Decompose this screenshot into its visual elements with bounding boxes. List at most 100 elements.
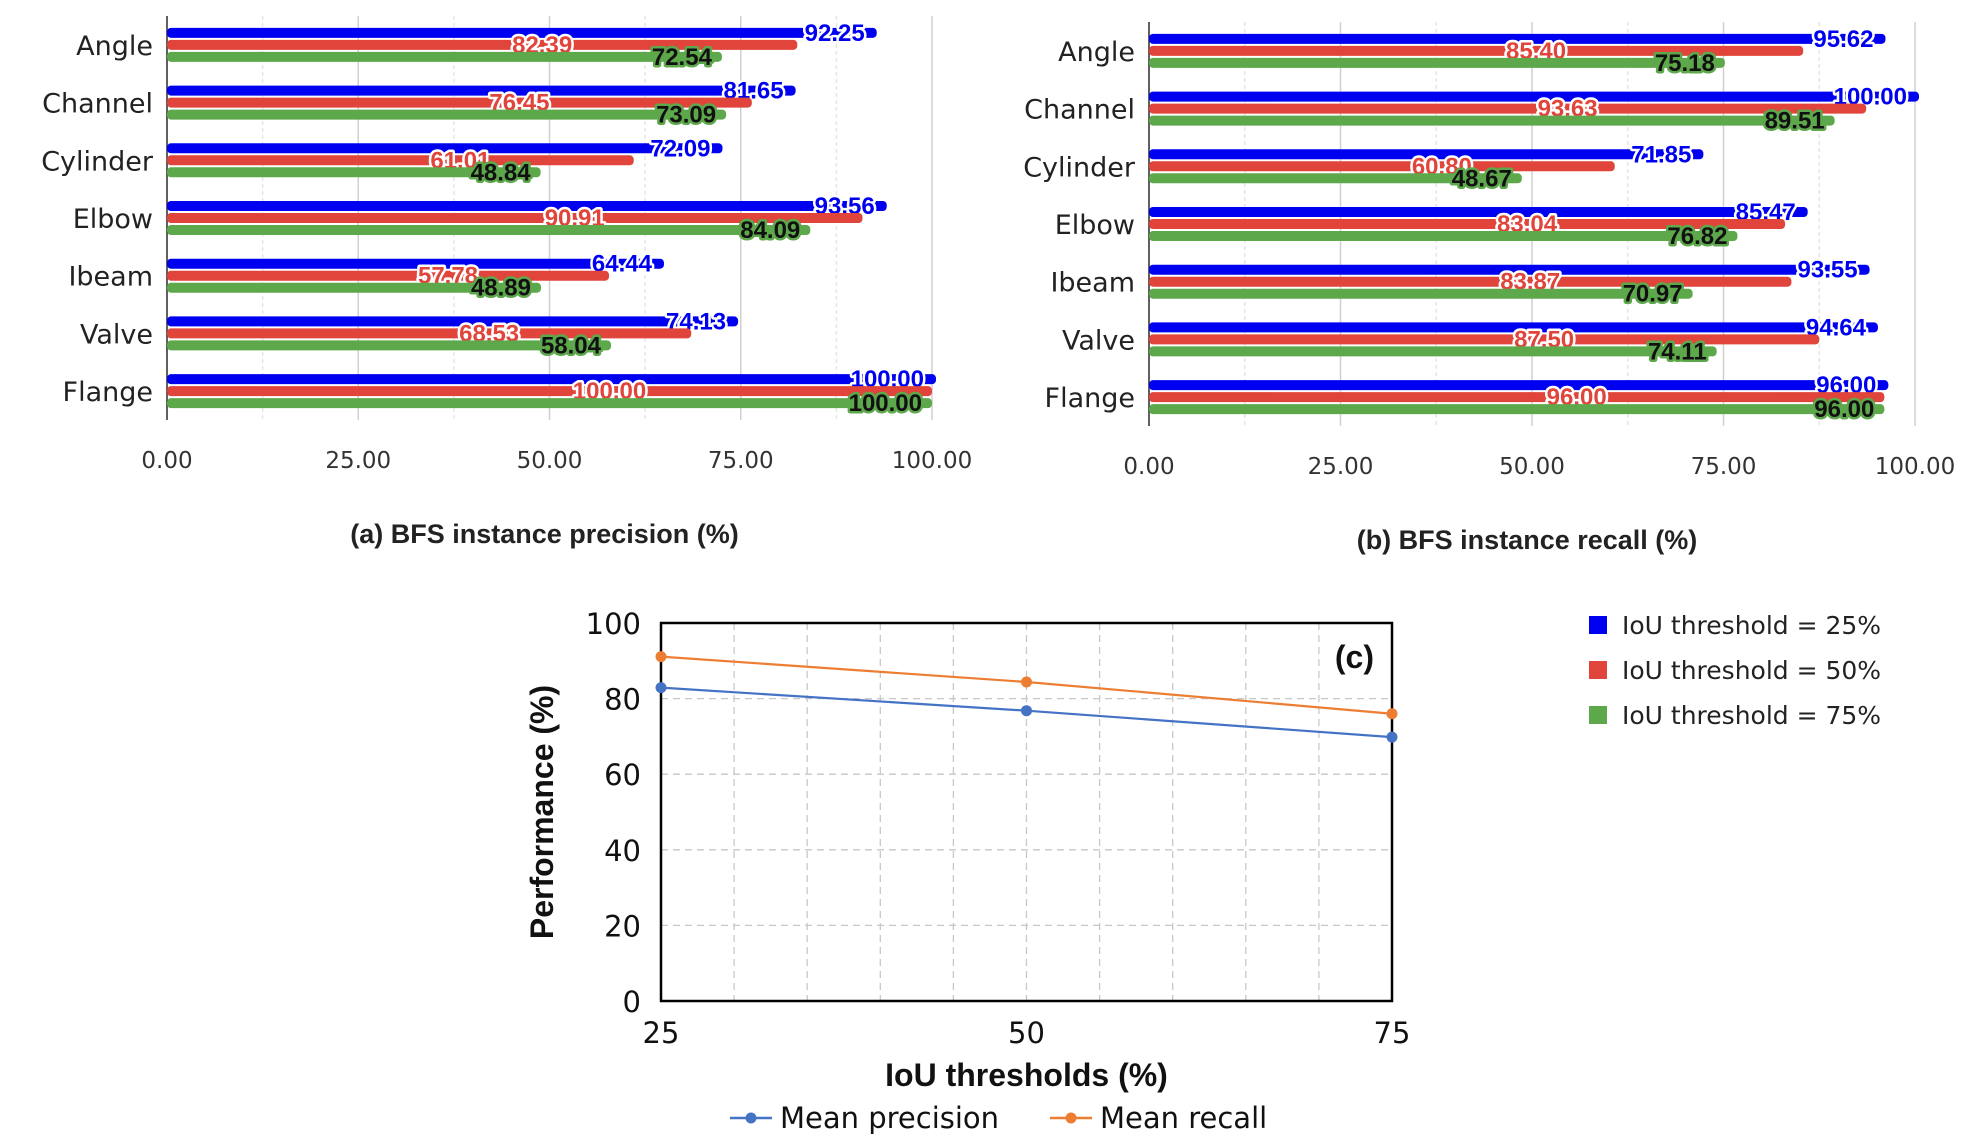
- x-tick-label: 100.00: [892, 448, 972, 474]
- data-point: [655, 682, 667, 694]
- x-tick-label: 75.00: [1691, 454, 1757, 480]
- x-tick-label: 25.00: [325, 448, 391, 474]
- category-label: Cylinder: [41, 146, 154, 177]
- data-label: 48.84: [471, 159, 532, 186]
- x-tick-label: 75.00: [708, 448, 774, 474]
- x-tick-label: 25: [643, 1016, 680, 1050]
- bar: [167, 386, 932, 397]
- data-point: [1021, 676, 1032, 688]
- bar: [167, 39, 798, 50]
- category-label: Angle: [1058, 37, 1135, 68]
- data-label: 75.18: [1655, 50, 1715, 77]
- bar: [1149, 149, 1704, 160]
- category-label: Elbow: [73, 204, 153, 235]
- bar: [167, 97, 752, 108]
- data-label: 96.00: [1814, 396, 1874, 423]
- bar: [1149, 161, 1615, 172]
- bar: [1149, 404, 1885, 415]
- bar: [1149, 334, 1820, 345]
- data-label: 95.62: [1813, 26, 1873, 53]
- category-label: Channel: [1024, 95, 1135, 126]
- data-label: 64.44: [592, 251, 653, 278]
- data-point: [655, 651, 667, 663]
- data-label: 92.25: [805, 20, 865, 47]
- category-label: Ibeam: [68, 262, 153, 293]
- legend-label: IoU threshold = 50%: [1622, 656, 1881, 685]
- legend-swatch: [1589, 706, 1607, 724]
- category-label: Valve: [80, 319, 153, 350]
- data-point: [1386, 731, 1398, 743]
- data-label: 84.09: [740, 217, 800, 244]
- x-tick-label: 50: [1008, 1016, 1045, 1050]
- x-tick-label: 50.00: [517, 448, 583, 474]
- y-tick-label: 40: [604, 834, 641, 868]
- data-label: 76.82: [1667, 223, 1727, 250]
- plot-frame: [659, 621, 1394, 1003]
- x-tick-label: 75: [1374, 1016, 1411, 1050]
- legend-marker: [745, 1112, 757, 1124]
- legend: IoU threshold = 25% IoU threshold = 50% Io…: [1589, 611, 1881, 730]
- data-point: [1021, 705, 1032, 717]
- bar: [167, 167, 541, 178]
- bar: [167, 201, 887, 211]
- data-label: 72.09: [650, 135, 710, 162]
- data-label: 100.00: [849, 390, 922, 417]
- data-label: 73.09: [656, 102, 716, 129]
- bar: [167, 225, 811, 235]
- x-axis-title: IoU thresholds (%): [885, 1057, 1168, 1093]
- bar: [167, 328, 692, 339]
- category-label: Channel: [42, 89, 153, 120]
- data-label: 58.04: [541, 332, 602, 359]
- y-tick-label: 80: [604, 683, 641, 717]
- legend-label: IoU threshold = 75%: [1622, 701, 1881, 730]
- bar: [1149, 380, 1889, 391]
- bar: [1149, 91, 1919, 102]
- panel-tag: (c): [1335, 639, 1374, 675]
- bar: [167, 282, 542, 293]
- bar: [1149, 207, 1808, 217]
- bar: [167, 316, 739, 327]
- bar: [1149, 231, 1738, 241]
- category-label: Valve: [1062, 325, 1135, 356]
- data-label: 100.00: [1834, 84, 1907, 111]
- data-point: [1386, 708, 1398, 720]
- legend-marker: [1065, 1112, 1077, 1124]
- bar: [167, 109, 727, 120]
- bar: [167, 374, 936, 385]
- chart-mean-performance: 0 20 40 60 80 100 25 50 75 IoU thresholds (%) Perf…: [524, 607, 1410, 1135]
- bar: [167, 258, 664, 269]
- legend-label: Mean recall: [1100, 1101, 1267, 1135]
- legend-swatch: [1589, 661, 1607, 679]
- x-tick-label: 25.00: [1308, 454, 1374, 480]
- bar: [1149, 322, 1878, 333]
- bar: [167, 51, 722, 62]
- bar: [1149, 57, 1725, 68]
- y-tick-label: 0: [623, 985, 641, 1019]
- category-label: Flange: [63, 377, 153, 408]
- legend-label: IoU threshold = 25%: [1622, 611, 1881, 640]
- data-label: 71.85: [1631, 141, 1691, 168]
- bar: [1149, 346, 1717, 357]
- bar: [1149, 288, 1693, 299]
- x-tick-label: 50.00: [1499, 454, 1565, 480]
- chart-title: (b) BFS instance recall (%): [1357, 525, 1698, 555]
- bar: [167, 143, 723, 154]
- bar: [1149, 33, 1886, 44]
- data-label: 89.51: [1765, 108, 1825, 135]
- bar: [1149, 276, 1792, 287]
- category-label: Ibeam: [1050, 268, 1135, 299]
- bar: [1149, 103, 1867, 114]
- x-tick-label: 100.00: [1875, 454, 1955, 480]
- bar: [1149, 264, 1870, 275]
- data-label: 70.97: [1623, 281, 1683, 308]
- bar: [1149, 173, 1522, 184]
- data-label: 74.11: [1648, 338, 1707, 365]
- y-tick-label: 20: [604, 909, 641, 943]
- data-label: 72.54: [652, 44, 713, 71]
- data-label: 48.89: [471, 275, 531, 302]
- category-label: Elbow: [1055, 210, 1135, 241]
- chart-title: (a) BFS instance precision (%): [350, 519, 739, 549]
- bar: [167, 213, 863, 223]
